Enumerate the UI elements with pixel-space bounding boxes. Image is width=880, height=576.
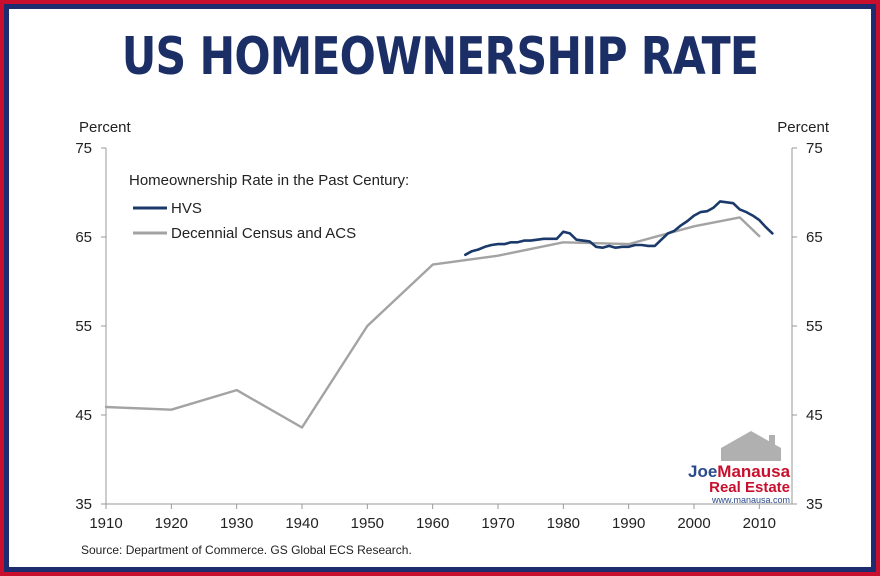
x-tick-label: 1930 — [220, 515, 253, 532]
y-tick-label-right: 65 — [806, 229, 823, 246]
axes: 35 35 45 45 55 55 65 65 75 75 1910 1920 1930 1940 1950… — [75, 140, 822, 532]
house-icon — [721, 431, 781, 461]
y-tick-label-left: 75 — [75, 140, 92, 157]
series-line-census — [104, 216, 761, 429]
x-tick-label: 1970 — [481, 515, 514, 532]
x-tick-label: 1910 — [89, 515, 122, 532]
legend-label-census: Decennial Census and ACS — [171, 225, 356, 242]
x-tick-label: 2010 — [743, 515, 776, 532]
logo-url: www.manausa.com — [711, 495, 790, 505]
logo-first: Joe — [688, 462, 717, 481]
right-unit-label: Percent — [777, 119, 830, 136]
x-tick-label: 1980 — [547, 515, 580, 532]
y-tick-label-left: 65 — [75, 229, 92, 246]
page-title: US HOMEOWNERSHIP RATE — [121, 27, 759, 87]
line-chart: 35 35 45 45 55 55 65 65 75 75 1910 1920 1930 1940 1950… — [75, 119, 830, 557]
legend-title: Homeownership Rate in the Past Century: — [129, 172, 409, 189]
x-tick-label: 1960 — [416, 515, 449, 532]
series-line-hvs — [464, 200, 774, 257]
x-tick-label: 1990 — [612, 515, 645, 532]
y-tick-label-right: 75 — [806, 140, 823, 157]
y-tick-label-right: 35 — [806, 496, 823, 513]
source-note: Source: Department of Commerce. GS Globa… — [81, 543, 412, 557]
left-unit-label: Percent — [79, 119, 132, 136]
y-tick-label-left: 45 — [75, 407, 92, 424]
y-tick-label-right: 55 — [806, 318, 823, 335]
x-tick-label: 1920 — [155, 515, 188, 532]
legend-label-hvs: HVS — [171, 200, 202, 217]
series-layer — [104, 200, 774, 429]
x-tick-label: 1940 — [285, 515, 318, 532]
logo-last: Manausa — [717, 462, 790, 481]
logo-wordmark: JoeManausa — [688, 462, 791, 481]
chart-panel: US HOMEOWNERSHIP RATE 35 35 45 45 55 55 65 65 75… — [9, 9, 871, 567]
chimney-icon — [769, 435, 775, 445]
y-tick-label-left: 35 — [75, 496, 92, 513]
y-tick-label-left: 55 — [75, 318, 92, 335]
x-tick-label: 1950 — [351, 515, 384, 532]
logo: JoeManausa Real Estate www.manausa.com — [688, 431, 791, 505]
x-tick-label: 2000 — [677, 515, 710, 532]
y-tick-label-right: 45 — [806, 407, 823, 424]
logo-subtitle: Real Estate — [709, 479, 790, 496]
